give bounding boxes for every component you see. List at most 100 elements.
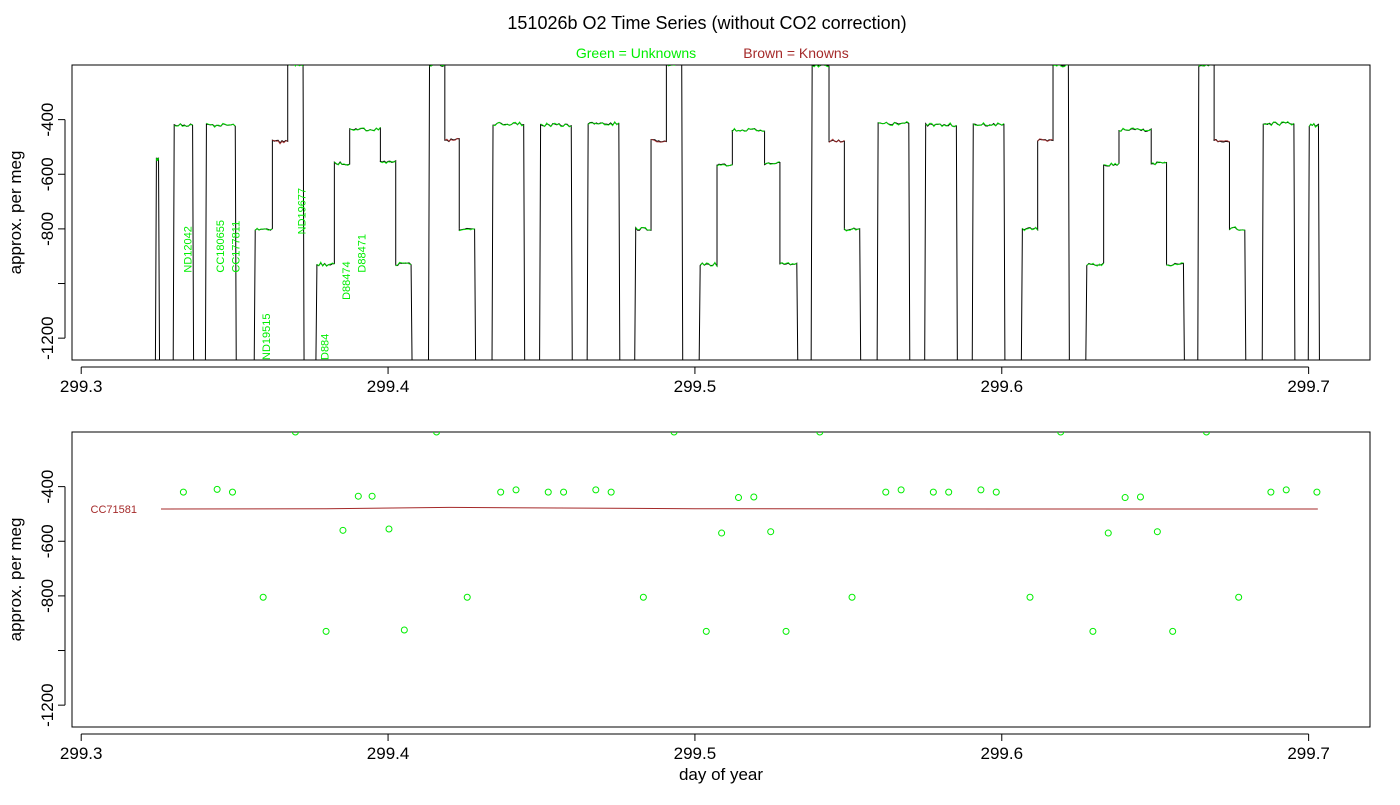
data-point	[848, 593, 856, 601]
data-point	[544, 488, 552, 496]
unknown-plateau	[429, 65, 445, 67]
data-point	[592, 486, 600, 494]
data-point	[750, 493, 758, 501]
trace-segment	[634, 140, 652, 360]
trace-segment	[1052, 65, 1070, 360]
data-point	[929, 488, 937, 496]
trace-segment	[154, 156, 161, 360]
known-plateau	[650, 138, 667, 143]
y-axis-label: approx. per meg	[6, 518, 25, 642]
unknown-plateau	[731, 127, 765, 132]
data-point	[213, 485, 221, 493]
x-tick-label: 299.4	[367, 377, 410, 396]
known-plateau	[1213, 139, 1230, 143]
data-point	[368, 492, 376, 500]
sample-label: CC180655	[215, 220, 227, 273]
data-point	[339, 526, 347, 534]
trace-segment	[810, 65, 830, 360]
data-point	[463, 593, 471, 601]
data-point	[497, 488, 505, 496]
legend-knowns: Brown = Knowns	[743, 45, 848, 61]
data-point	[385, 525, 393, 533]
unknown-plateau	[1052, 65, 1069, 68]
y-tick-label: -600	[38, 524, 57, 558]
y-tick-label: -1200	[38, 683, 57, 726]
data-point	[354, 492, 362, 500]
x-tick-label: 299.5	[674, 744, 717, 763]
plot-frame	[71, 64, 1371, 361]
data-point	[1202, 432, 1210, 436]
trace-segment	[1213, 138, 1230, 229]
legend-unknowns: Green = Unknowns	[576, 45, 696, 61]
trace-segment	[379, 159, 397, 265]
unknown-plateau	[1151, 161, 1167, 166]
unknown-plateau	[716, 163, 733, 167]
trace-segment	[1197, 65, 1215, 360]
trace-segment	[716, 130, 733, 167]
data-point	[992, 488, 1000, 496]
trace-segment	[1020, 140, 1039, 360]
trace-segment	[1228, 226, 1247, 360]
plot-frame	[71, 431, 1371, 728]
unknown-plateau	[877, 120, 910, 127]
data-point	[782, 627, 790, 635]
data-point	[1313, 488, 1321, 496]
trace-segment	[395, 262, 413, 360]
data-point	[945, 488, 953, 496]
known-plateau	[828, 138, 845, 143]
unknown-plateau	[459, 228, 475, 232]
top-panel-line-chart: 299.3 299.4 299.5 299.6 299.7 -400 -600 -800 -12…	[6, 64, 1371, 396]
data-point	[1089, 627, 1097, 635]
data-point	[607, 488, 615, 496]
y-tick-label: -800	[38, 212, 57, 246]
known-plateau	[444, 137, 460, 142]
data-point	[1121, 494, 1129, 502]
y-tick-label: -1200	[38, 316, 57, 359]
unknown-plateau	[587, 120, 620, 127]
trace-segment	[1150, 161, 1168, 265]
sample-label: ND19677	[297, 188, 309, 234]
y-tick-label: -600	[38, 157, 57, 191]
unknown-plateau	[1103, 162, 1120, 167]
data-point	[882, 488, 890, 496]
data-point	[179, 488, 187, 496]
sample-label: D884	[320, 334, 332, 360]
sample-label: ND12042	[183, 226, 195, 272]
trace-segment	[539, 123, 573, 360]
trace-segment	[924, 122, 958, 360]
trace-segment	[1037, 65, 1054, 142]
data-point	[1235, 593, 1243, 601]
trace-segment	[349, 127, 381, 162]
reference-standard-line	[160, 506, 1318, 510]
y-axis-label: approx. per meg	[6, 151, 25, 275]
data-point	[259, 593, 267, 601]
trace-segment	[333, 129, 351, 166]
unknown-plateau	[972, 121, 1005, 127]
unknown-plateau	[811, 65, 830, 68]
unknown-plateau	[1229, 226, 1245, 231]
trace-segment	[1103, 130, 1120, 167]
data-point	[1153, 528, 1161, 536]
trace-segment	[665, 65, 684, 360]
trace-segment	[586, 121, 621, 360]
unknown-plateau	[635, 226, 652, 231]
trace-segment	[731, 128, 766, 164]
x-tick-label: 299.3	[60, 377, 103, 396]
known-plateau	[1037, 138, 1054, 142]
data-point	[1267, 488, 1275, 496]
unknown-plateau	[667, 65, 676, 67]
trace-area: ND12042 CC180655 CC177811 ND19515 ND19677 D88…	[154, 65, 1320, 360]
trace-segment	[764, 161, 781, 265]
y-tick-label: -400	[38, 470, 57, 504]
data-point	[291, 432, 299, 436]
data-point	[1136, 493, 1144, 501]
unknown-plateau	[1118, 127, 1152, 132]
trace-segment	[271, 65, 289, 144]
scatter-area: CC71581	[91, 432, 1321, 635]
data-point	[1104, 529, 1112, 537]
known-plateau	[272, 139, 288, 145]
data-point	[1282, 486, 1290, 494]
trace-segment	[172, 123, 195, 360]
data-point	[734, 494, 742, 502]
